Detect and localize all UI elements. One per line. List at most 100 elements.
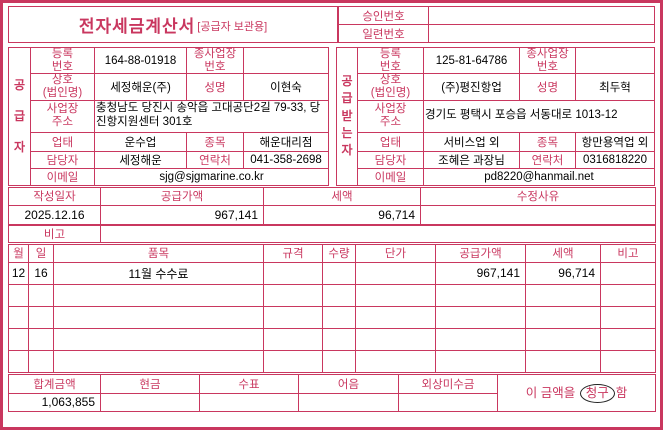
supplier-name-value: 세정해운(주) bbox=[94, 73, 187, 101]
item-tax: 96,714 bbox=[525, 261, 601, 285]
item-qty bbox=[322, 261, 356, 285]
buyer-name-label: 상호 (법인명) bbox=[357, 73, 424, 101]
supplier-address-label: 사업장 주소 bbox=[30, 99, 95, 133]
item-row: 12 16 11월 수수료 967,141 96,714 bbox=[8, 261, 656, 285]
document-title: 전자세금계산서 [공급자 보관용] bbox=[8, 6, 338, 43]
receivable-value bbox=[398, 392, 498, 412]
buyer-biztype-value: 서비스업 외 bbox=[423, 131, 520, 152]
supplier-contact-value: 세정해운 bbox=[94, 150, 187, 169]
buyer-ceo-value: 최두혁 bbox=[575, 73, 655, 101]
receivable-label: 외상미수금 bbox=[398, 373, 498, 394]
supply-amount-value: 967,141 bbox=[100, 204, 264, 225]
issue-date-label: 작성일자 bbox=[8, 186, 101, 206]
serial-no-value bbox=[428, 24, 655, 43]
buyer-bizitem-label: 종목 bbox=[519, 131, 576, 152]
approval-table: 승인번호 일련번호 bbox=[338, 6, 655, 43]
buyer-ceo-label: 성명 bbox=[519, 73, 576, 101]
header: 전자세금계산서 [공급자 보관용] 승인번호 일련번호 bbox=[8, 6, 655, 43]
buyer-address-label: 사업장 주소 bbox=[357, 99, 424, 133]
buyer-bizitem-value: 항만용역업 외 bbox=[575, 131, 655, 152]
supplier-contact-label: 담당자 bbox=[30, 150, 95, 169]
buyer-regno-label: 등록 번호 bbox=[357, 46, 424, 75]
item-note bbox=[600, 261, 656, 285]
item-name: 11월 수수료 bbox=[53, 261, 264, 285]
revision-reason-label: 수정사유 bbox=[420, 186, 656, 206]
item-unitprice bbox=[355, 261, 436, 285]
total-amount-label: 합계금액 bbox=[8, 373, 101, 394]
parties-section: 공 급 자 등록 번호 164-88-01918 종사업장 번호 상호 (법인명… bbox=[8, 46, 655, 186]
supplier-biztype-label: 업태 bbox=[30, 131, 95, 152]
col-note: 비고 bbox=[600, 243, 656, 263]
buyer-biztype-label: 업태 bbox=[357, 131, 424, 152]
item-spec bbox=[263, 261, 323, 285]
buyer-phone-value: 0316818220 bbox=[575, 150, 655, 169]
supplier-regno-label: 등록 번호 bbox=[30, 46, 95, 75]
supplier-bizitem-value: 해운대리점 bbox=[243, 131, 329, 152]
col-tax: 세액 bbox=[525, 243, 601, 263]
buyer-contact-label: 담당자 bbox=[357, 150, 424, 169]
supplier-vertical-label: 공 급 자 bbox=[8, 47, 31, 186]
buyer-section: 공 급 받 는 자 등록 번호 125-81-64786 종사업장 번호 상호 … bbox=[336, 46, 655, 186]
mid-summary-table: 작성일자 공급가액 세액 수정사유 2025.12.16 967,141 96,… bbox=[8, 186, 656, 225]
item-supply: 967,141 bbox=[435, 261, 526, 285]
item-row bbox=[8, 283, 656, 307]
supplier-subbiz-label: 종사업장 번호 bbox=[186, 46, 244, 75]
supplier-regno-value: 164-88-01918 bbox=[94, 46, 187, 75]
bill-value bbox=[298, 392, 399, 412]
buyer-subbiz-value bbox=[575, 46, 655, 75]
item-month: 12 bbox=[8, 261, 29, 285]
supplier-biztype-value: 운수업 bbox=[94, 131, 187, 152]
item-row bbox=[8, 349, 656, 373]
buyer-phone-label: 연락처 bbox=[519, 150, 576, 169]
col-spec: 규격 bbox=[263, 243, 323, 263]
revision-reason-value bbox=[420, 204, 656, 225]
check-label: 수표 bbox=[199, 373, 299, 394]
issue-date-value: 2025.12.16 bbox=[8, 204, 101, 225]
statement-prefix: 이 금액을 bbox=[525, 386, 579, 401]
supplier-section: 공 급 자 등록 번호 164-88-01918 종사업장 번호 상호 (법인명… bbox=[8, 46, 329, 186]
item-row bbox=[8, 327, 656, 351]
buyer-name-value: (주)평진항업 bbox=[423, 73, 520, 101]
buyer-subbiz-label: 종사업장 번호 bbox=[519, 46, 576, 75]
col-unitprice: 단가 bbox=[355, 243, 436, 263]
total-amount-value: 1,063,855 bbox=[8, 392, 101, 412]
tax-amount-value: 96,714 bbox=[263, 204, 421, 225]
supplier-ceo-label: 성명 bbox=[186, 73, 244, 101]
approval-no-value bbox=[428, 6, 655, 25]
buyer-contact-value: 조혜은 과장님 bbox=[423, 150, 520, 169]
cash-value bbox=[100, 392, 200, 412]
statement-suffix: 함 bbox=[615, 386, 628, 401]
supplier-address-value: 충청남도 당진시 송악읍 고대공단2길 79-33, 당진항지원센터 301호 bbox=[94, 99, 329, 133]
bill-label: 어음 bbox=[298, 373, 399, 394]
supplier-subbiz-value bbox=[243, 46, 329, 75]
tax-amount-label: 세액 bbox=[263, 186, 421, 206]
buyer-vertical-label: 공 급 받 는 자 bbox=[336, 47, 358, 186]
approval-no-label: 승인번호 bbox=[338, 6, 429, 25]
check-value bbox=[199, 392, 299, 412]
totals-table: 합계금액 현금 수표 어음 외상미수금 이 금액을 청구 함 1,063,855 bbox=[8, 373, 656, 412]
title-text: 전자세금계산서 bbox=[78, 17, 196, 36]
billing-statement: 이 금액을 청구 함 bbox=[497, 373, 656, 412]
remarks-row: 비고 bbox=[8, 224, 656, 243]
title-suffix: [공급자 보관용] bbox=[197, 21, 268, 33]
supply-amount-label: 공급가액 bbox=[100, 186, 264, 206]
remarks-label: 비고 bbox=[8, 224, 101, 243]
statement-claim-circled: 청구 bbox=[579, 384, 615, 404]
serial-no-label: 일련번호 bbox=[338, 24, 429, 43]
line-items-table: 월 일 품목 규격 수량 단가 공급가액 세액 비고 12 16 11월 수수료… bbox=[8, 243, 656, 373]
supplier-bizitem-label: 종목 bbox=[186, 131, 244, 152]
items-header-row: 월 일 품목 규격 수량 단가 공급가액 세액 비고 bbox=[8, 243, 656, 263]
buyer-email-label: 이메일 bbox=[357, 167, 424, 186]
supplier-email-label: 이메일 bbox=[30, 167, 95, 186]
buyer-regno-value: 125-81-64786 bbox=[423, 46, 520, 75]
supplier-name-label: 상호 (법인명) bbox=[30, 73, 95, 101]
col-qty: 수량 bbox=[322, 243, 356, 263]
col-month: 월 bbox=[8, 243, 29, 263]
item-day: 16 bbox=[28, 261, 54, 285]
supplier-phone-label: 연락처 bbox=[186, 150, 244, 169]
buyer-email-value: pd8220@hanmail.net bbox=[423, 167, 655, 186]
col-day: 일 bbox=[28, 243, 54, 263]
col-supply: 공급가액 bbox=[435, 243, 526, 263]
supplier-ceo-value: 이현숙 bbox=[243, 73, 329, 101]
